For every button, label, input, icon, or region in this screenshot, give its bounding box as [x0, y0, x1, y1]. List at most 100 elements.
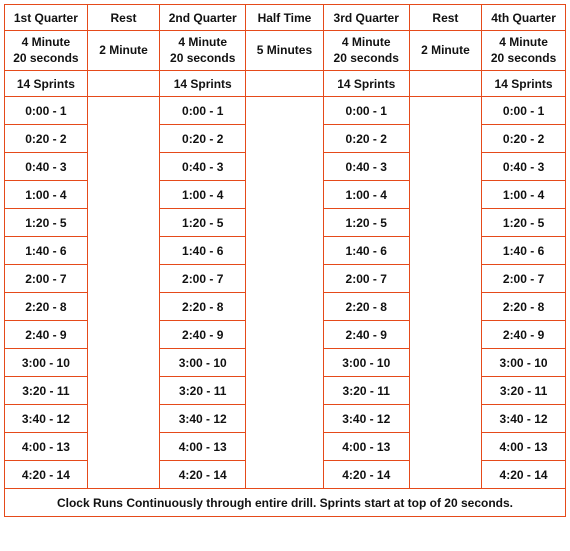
cell-6-4: 1:20 - 5 — [482, 209, 566, 237]
cell-6-1: 0:20 - 2 — [482, 125, 566, 153]
col-duration-5: 2 Minute — [409, 31, 481, 71]
col-title-2: 2nd Quarter — [160, 5, 246, 31]
col-sprints-4: 14 Sprints — [323, 71, 409, 97]
cell-6-0: 0:00 - 1 — [482, 97, 566, 125]
gap-1-10 — [87, 377, 159, 405]
col-sprints-6: 14 Sprints — [482, 71, 566, 97]
cell-2-7: 2:20 - 8 — [160, 293, 246, 321]
gap-1-3 — [87, 181, 159, 209]
gap-1-1 — [87, 125, 159, 153]
gap-3-6 — [246, 265, 324, 293]
col-title-0: 1st Quarter — [5, 5, 88, 31]
gap-3-12 — [246, 433, 324, 461]
cell-0-9: 3:00 - 10 — [5, 349, 88, 377]
gap-5-10 — [409, 377, 481, 405]
col-duration-6: 4 Minute20 seconds — [482, 31, 566, 71]
cell-6-12: 4:00 - 13 — [482, 433, 566, 461]
gap-3-13 — [246, 461, 324, 489]
gap-1-4 — [87, 209, 159, 237]
gap-5-0 — [409, 97, 481, 125]
col-duration-0: 4 Minute20 seconds — [5, 31, 88, 71]
gap-5-5 — [409, 237, 481, 265]
cell-0-4: 1:20 - 5 — [5, 209, 88, 237]
cell-2-0: 0:00 - 1 — [160, 97, 246, 125]
gap-1-6 — [87, 265, 159, 293]
col-sprints-0: 14 Sprints — [5, 71, 88, 97]
gap-5-3 — [409, 181, 481, 209]
cell-2-11: 3:40 - 12 — [160, 405, 246, 433]
gap-3-9 — [246, 349, 324, 377]
cell-0-3: 1:00 - 4 — [5, 181, 88, 209]
gap-5-8 — [409, 321, 481, 349]
gap-5-13 — [409, 461, 481, 489]
cell-6-11: 3:40 - 12 — [482, 405, 566, 433]
gap-1-13 — [87, 461, 159, 489]
cell-6-10: 3:20 - 11 — [482, 377, 566, 405]
gap-1-12 — [87, 433, 159, 461]
cell-0-1: 0:20 - 2 — [5, 125, 88, 153]
col-title-3: Half Time — [246, 5, 324, 31]
cell-2-10: 3:20 - 11 — [160, 377, 246, 405]
cell-4-3: 1:00 - 4 — [323, 181, 409, 209]
gap-1-9 — [87, 349, 159, 377]
cell-6-13: 4:20 - 14 — [482, 461, 566, 489]
gap-3-0 — [246, 97, 324, 125]
gap-5-12 — [409, 433, 481, 461]
cell-2-9: 3:00 - 10 — [160, 349, 246, 377]
cell-0-2: 0:40 - 3 — [5, 153, 88, 181]
gap-1-7 — [87, 293, 159, 321]
col-title-5: Rest — [409, 5, 481, 31]
drill-table: 1st QuarterRest2nd QuarterHalf Time3rd Q… — [4, 4, 566, 517]
gap-5-7 — [409, 293, 481, 321]
gap-3-5 — [246, 237, 324, 265]
cell-6-2: 0:40 - 3 — [482, 153, 566, 181]
footer-note: Clock Runs Continuously through entire d… — [5, 489, 566, 517]
cell-6-6: 2:00 - 7 — [482, 265, 566, 293]
gap-3-4 — [246, 209, 324, 237]
cell-0-6: 2:00 - 7 — [5, 265, 88, 293]
cell-0-11: 3:40 - 12 — [5, 405, 88, 433]
cell-2-12: 4:00 - 13 — [160, 433, 246, 461]
gap-3-8 — [246, 321, 324, 349]
cell-4-12: 4:00 - 13 — [323, 433, 409, 461]
cell-4-7: 2:20 - 8 — [323, 293, 409, 321]
cell-0-0: 0:00 - 1 — [5, 97, 88, 125]
col-sprints-1 — [87, 71, 159, 97]
gap-1-5 — [87, 237, 159, 265]
gap-5-9 — [409, 349, 481, 377]
cell-2-8: 2:40 - 9 — [160, 321, 246, 349]
cell-4-2: 0:40 - 3 — [323, 153, 409, 181]
cell-4-11: 3:40 - 12 — [323, 405, 409, 433]
gap-5-11 — [409, 405, 481, 433]
gap-3-2 — [246, 153, 324, 181]
cell-2-5: 1:40 - 6 — [160, 237, 246, 265]
gap-3-7 — [246, 293, 324, 321]
gap-5-6 — [409, 265, 481, 293]
cell-0-7: 2:20 - 8 — [5, 293, 88, 321]
cell-4-4: 1:20 - 5 — [323, 209, 409, 237]
cell-4-13: 4:20 - 14 — [323, 461, 409, 489]
cell-0-10: 3:20 - 11 — [5, 377, 88, 405]
gap-1-8 — [87, 321, 159, 349]
cell-2-4: 1:20 - 5 — [160, 209, 246, 237]
gap-5-4 — [409, 209, 481, 237]
cell-2-3: 1:00 - 4 — [160, 181, 246, 209]
cell-4-5: 1:40 - 6 — [323, 237, 409, 265]
gap-3-3 — [246, 181, 324, 209]
cell-0-5: 1:40 - 6 — [5, 237, 88, 265]
col-title-6: 4th Quarter — [482, 5, 566, 31]
col-sprints-3 — [246, 71, 324, 97]
cell-6-3: 1:00 - 4 — [482, 181, 566, 209]
col-sprints-2: 14 Sprints — [160, 71, 246, 97]
cell-0-12: 4:00 - 13 — [5, 433, 88, 461]
cell-6-5: 1:40 - 6 — [482, 237, 566, 265]
gap-3-10 — [246, 377, 324, 405]
gap-1-2 — [87, 153, 159, 181]
col-duration-3: 5 Minutes — [246, 31, 324, 71]
cell-0-8: 2:40 - 9 — [5, 321, 88, 349]
gap-1-0 — [87, 97, 159, 125]
cell-2-6: 2:00 - 7 — [160, 265, 246, 293]
gap-3-11 — [246, 405, 324, 433]
col-duration-1: 2 Minute — [87, 31, 159, 71]
cell-6-7: 2:20 - 8 — [482, 293, 566, 321]
